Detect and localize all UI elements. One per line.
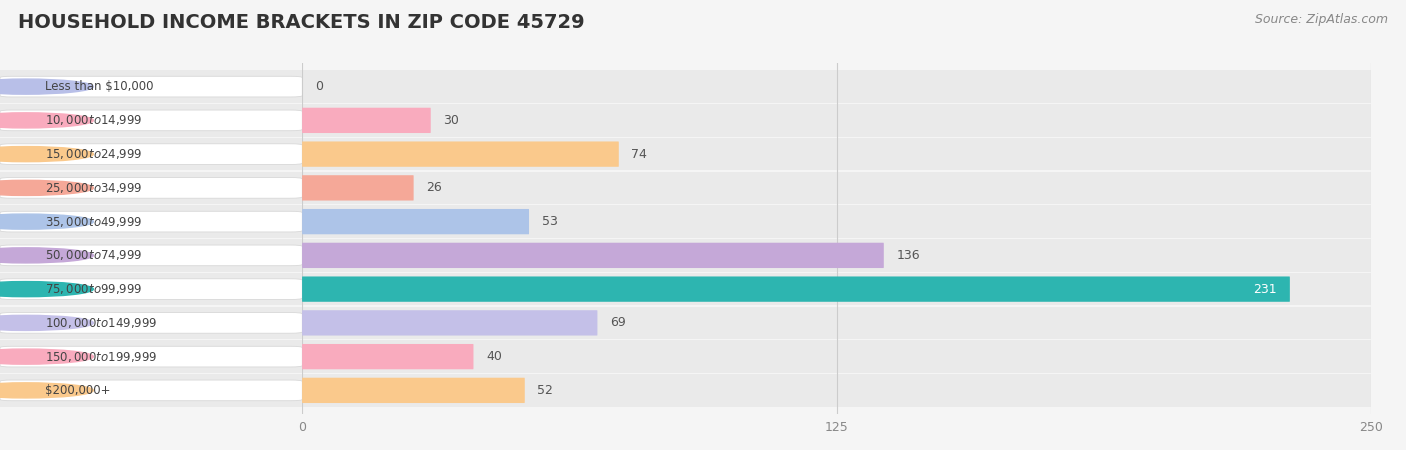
Circle shape bbox=[0, 349, 93, 364]
Text: $150,000 to $199,999: $150,000 to $199,999 bbox=[45, 350, 157, 364]
Text: 69: 69 bbox=[610, 316, 626, 329]
Circle shape bbox=[0, 383, 93, 398]
FancyBboxPatch shape bbox=[302, 307, 1371, 339]
Text: 136: 136 bbox=[897, 249, 920, 262]
FancyBboxPatch shape bbox=[302, 138, 1371, 170]
Text: $50,000 to $74,999: $50,000 to $74,999 bbox=[45, 248, 143, 262]
Text: $75,000 to $99,999: $75,000 to $99,999 bbox=[45, 282, 143, 296]
FancyBboxPatch shape bbox=[0, 346, 302, 367]
FancyBboxPatch shape bbox=[0, 380, 302, 400]
Text: $25,000 to $34,999: $25,000 to $34,999 bbox=[45, 181, 143, 195]
FancyBboxPatch shape bbox=[0, 239, 302, 271]
Text: 74: 74 bbox=[631, 148, 647, 161]
FancyBboxPatch shape bbox=[0, 104, 302, 136]
Circle shape bbox=[0, 147, 93, 162]
FancyBboxPatch shape bbox=[302, 340, 1371, 373]
FancyBboxPatch shape bbox=[302, 205, 1371, 238]
FancyBboxPatch shape bbox=[302, 344, 474, 369]
Text: 231: 231 bbox=[1253, 283, 1277, 296]
Text: $200,000+: $200,000+ bbox=[45, 384, 111, 397]
FancyBboxPatch shape bbox=[302, 276, 1289, 302]
FancyBboxPatch shape bbox=[0, 340, 302, 373]
FancyBboxPatch shape bbox=[0, 178, 302, 198]
FancyBboxPatch shape bbox=[0, 313, 302, 333]
Text: $35,000 to $49,999: $35,000 to $49,999 bbox=[45, 215, 143, 229]
FancyBboxPatch shape bbox=[0, 245, 302, 266]
FancyBboxPatch shape bbox=[302, 374, 1371, 407]
Text: 30: 30 bbox=[443, 114, 460, 127]
Circle shape bbox=[0, 248, 93, 263]
FancyBboxPatch shape bbox=[302, 108, 430, 133]
Text: HOUSEHOLD INCOME BRACKETS IN ZIP CODE 45729: HOUSEHOLD INCOME BRACKETS IN ZIP CODE 45… bbox=[18, 14, 585, 32]
FancyBboxPatch shape bbox=[0, 70, 302, 103]
Text: 26: 26 bbox=[426, 181, 441, 194]
Text: $100,000 to $149,999: $100,000 to $149,999 bbox=[45, 316, 157, 330]
FancyBboxPatch shape bbox=[0, 279, 302, 299]
Text: 52: 52 bbox=[537, 384, 553, 397]
FancyBboxPatch shape bbox=[0, 205, 302, 238]
FancyBboxPatch shape bbox=[302, 239, 1371, 271]
FancyBboxPatch shape bbox=[0, 273, 302, 305]
FancyBboxPatch shape bbox=[0, 110, 302, 130]
Text: 53: 53 bbox=[541, 215, 558, 228]
FancyBboxPatch shape bbox=[302, 378, 524, 403]
Text: 0: 0 bbox=[315, 80, 323, 93]
Text: $15,000 to $24,999: $15,000 to $24,999 bbox=[45, 147, 143, 161]
FancyBboxPatch shape bbox=[302, 209, 529, 234]
FancyBboxPatch shape bbox=[302, 171, 1371, 204]
FancyBboxPatch shape bbox=[0, 307, 302, 339]
FancyBboxPatch shape bbox=[302, 104, 1371, 136]
FancyBboxPatch shape bbox=[302, 175, 413, 201]
Circle shape bbox=[0, 79, 93, 94]
FancyBboxPatch shape bbox=[0, 138, 302, 170]
FancyBboxPatch shape bbox=[302, 141, 619, 167]
FancyBboxPatch shape bbox=[302, 310, 598, 336]
Circle shape bbox=[0, 113, 93, 128]
Circle shape bbox=[0, 214, 93, 229]
Text: Less than $10,000: Less than $10,000 bbox=[45, 80, 153, 93]
FancyBboxPatch shape bbox=[0, 144, 302, 164]
FancyBboxPatch shape bbox=[0, 212, 302, 232]
FancyBboxPatch shape bbox=[0, 76, 302, 97]
FancyBboxPatch shape bbox=[302, 243, 884, 268]
FancyBboxPatch shape bbox=[0, 374, 302, 407]
Text: Source: ZipAtlas.com: Source: ZipAtlas.com bbox=[1254, 14, 1388, 27]
FancyBboxPatch shape bbox=[302, 273, 1371, 305]
Text: 40: 40 bbox=[486, 350, 502, 363]
FancyBboxPatch shape bbox=[0, 171, 302, 204]
Circle shape bbox=[0, 315, 93, 330]
Circle shape bbox=[0, 180, 93, 195]
Text: $10,000 to $14,999: $10,000 to $14,999 bbox=[45, 113, 143, 127]
Circle shape bbox=[0, 282, 93, 297]
FancyBboxPatch shape bbox=[302, 70, 1371, 103]
